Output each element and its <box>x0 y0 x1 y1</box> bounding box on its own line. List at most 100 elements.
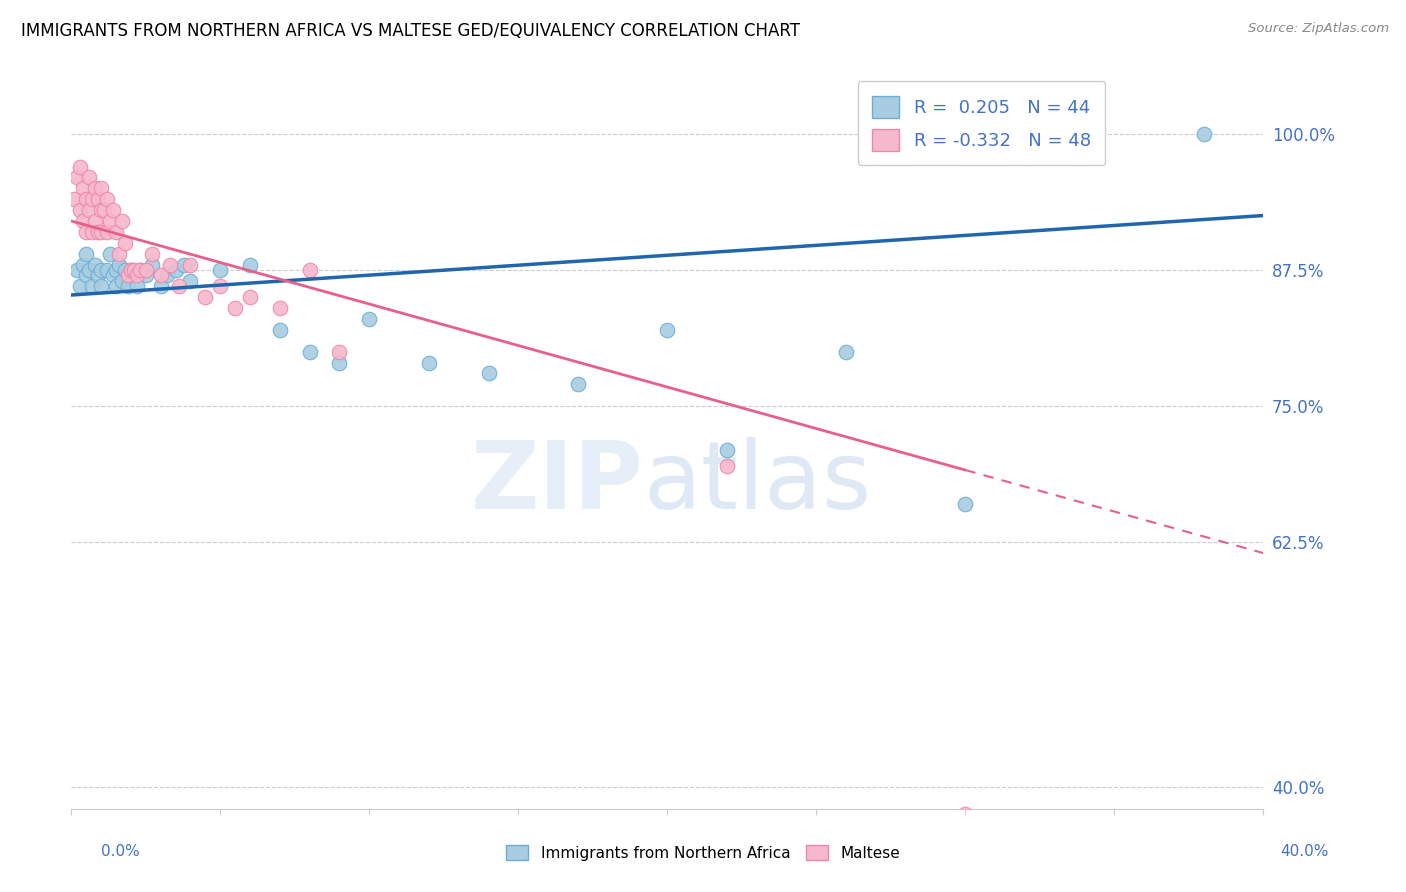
Text: Source: ZipAtlas.com: Source: ZipAtlas.com <box>1249 22 1389 36</box>
Point <box>90 225 112 239</box>
Point <box>90 203 112 218</box>
Point <box>125 268 148 283</box>
Point <box>328 355 350 369</box>
Point <box>149 279 172 293</box>
Point <box>418 355 440 369</box>
Point <box>77 263 100 277</box>
Point <box>359 312 381 326</box>
Text: ZIP: ZIP <box>471 437 644 529</box>
Point <box>567 377 589 392</box>
Text: 40.0%: 40.0% <box>1281 845 1329 859</box>
Point <box>72 181 94 195</box>
Point <box>93 203 115 218</box>
Point <box>224 301 246 315</box>
Point <box>66 263 89 277</box>
Point <box>69 279 91 293</box>
Point <box>87 192 110 206</box>
Point <box>657 323 679 337</box>
Point <box>955 497 977 511</box>
Point <box>141 246 163 260</box>
Point <box>90 279 112 293</box>
Point <box>128 263 150 277</box>
Point <box>167 279 190 293</box>
Point <box>72 214 94 228</box>
Point <box>111 274 134 288</box>
Point <box>955 807 977 822</box>
Point <box>77 170 100 185</box>
Point <box>96 192 118 206</box>
Point <box>101 268 124 283</box>
Point <box>209 263 232 277</box>
Point <box>96 225 118 239</box>
Point <box>75 246 97 260</box>
Point <box>1192 127 1215 141</box>
Point <box>75 268 97 283</box>
Point <box>716 442 738 457</box>
Point <box>298 344 321 359</box>
Point <box>69 160 91 174</box>
Point <box>209 279 232 293</box>
Point <box>82 279 104 293</box>
Text: IMMIGRANTS FROM NORTHERN AFRICA VS MALTESE GED/EQUIVALENCY CORRELATION CHART: IMMIGRANTS FROM NORTHERN AFRICA VS MALTE… <box>21 22 800 40</box>
Legend: Immigrants from Northern Africa, Maltese: Immigrants from Northern Africa, Maltese <box>498 837 908 868</box>
Point <box>120 263 142 277</box>
Text: atlas: atlas <box>644 437 872 529</box>
Point <box>63 192 86 206</box>
Point <box>98 214 121 228</box>
Point <box>101 203 124 218</box>
Point <box>90 263 112 277</box>
Point <box>159 258 181 272</box>
Point <box>328 344 350 359</box>
Legend: R =  0.205   N = 44, R = -0.332   N = 48: R = 0.205 N = 44, R = -0.332 N = 48 <box>858 81 1105 165</box>
Point <box>269 301 291 315</box>
Point <box>114 263 136 277</box>
Point <box>90 181 112 195</box>
Text: 0.0%: 0.0% <box>101 845 141 859</box>
Point <box>84 258 107 272</box>
Point <box>108 246 131 260</box>
Point <box>117 268 139 283</box>
Point <box>111 214 134 228</box>
Point <box>239 258 262 272</box>
Point <box>84 214 107 228</box>
Point <box>75 192 97 206</box>
Point <box>135 263 157 277</box>
Point <box>104 225 127 239</box>
Point <box>298 263 321 277</box>
Point <box>122 263 145 277</box>
Point <box>108 258 131 272</box>
Point <box>835 344 858 359</box>
Point <box>135 268 157 283</box>
Point <box>87 225 110 239</box>
Point <box>104 263 127 277</box>
Point <box>477 367 499 381</box>
Point <box>72 258 94 272</box>
Point <box>156 268 179 283</box>
Point <box>179 274 201 288</box>
Point <box>716 458 738 473</box>
Point <box>84 181 107 195</box>
Point <box>114 235 136 250</box>
Point <box>104 279 127 293</box>
Point <box>87 268 110 283</box>
Point <box>120 263 142 277</box>
Point <box>75 225 97 239</box>
Point <box>82 192 104 206</box>
Point <box>194 290 217 304</box>
Point <box>69 203 91 218</box>
Point <box>77 203 100 218</box>
Point <box>239 290 262 304</box>
Point <box>269 323 291 337</box>
Point <box>165 263 187 277</box>
Point <box>179 258 201 272</box>
Point <box>117 279 139 293</box>
Point <box>125 279 148 293</box>
Point <box>149 268 172 283</box>
Point <box>128 263 150 277</box>
Point <box>82 225 104 239</box>
Point <box>141 258 163 272</box>
Point <box>98 246 121 260</box>
Point <box>66 170 89 185</box>
Point <box>96 263 118 277</box>
Point <box>173 258 195 272</box>
